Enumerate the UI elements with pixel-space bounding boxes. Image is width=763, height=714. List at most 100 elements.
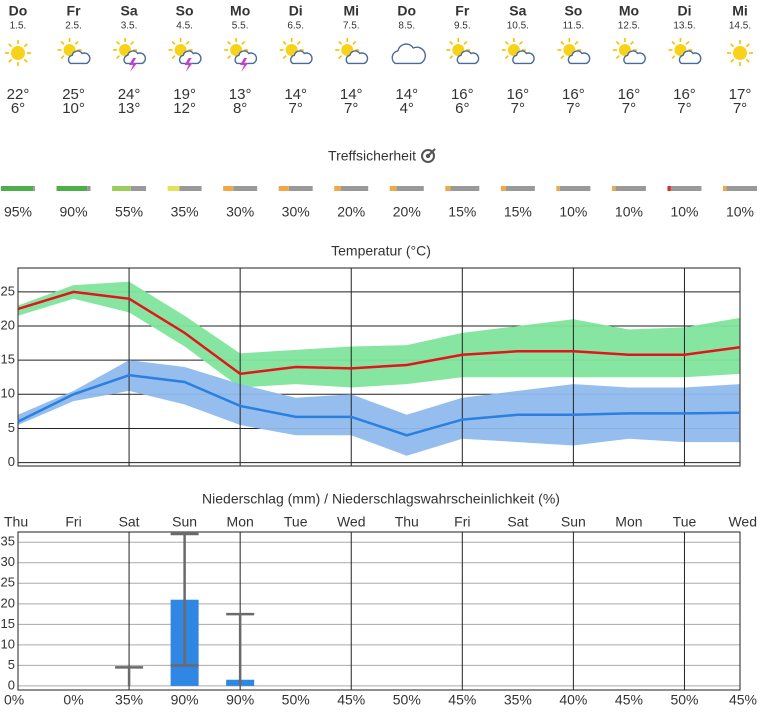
day-name: Mo	[230, 3, 250, 19]
plot-border	[17, 531, 741, 691]
low-temp: 7°	[511, 100, 525, 117]
probability-label: 45%	[448, 692, 476, 708]
cloud	[67, 50, 91, 65]
probability-label: 50%	[670, 692, 698, 708]
accuracy-rest	[396, 186, 424, 191]
accuracy-rest	[130, 186, 147, 191]
day-date: 7.5.	[343, 21, 360, 32]
y-tick-label: 10	[1, 386, 15, 401]
day-name: So	[176, 3, 194, 19]
low-temp: 7°	[344, 100, 358, 117]
low-temp: 6°	[11, 100, 25, 117]
y-tick-label: 5	[8, 657, 15, 672]
probability-label: 40%	[559, 692, 587, 708]
x-tick-label: Sat	[119, 514, 140, 530]
y-tick-label: 15	[1, 352, 15, 367]
accuracy-rest	[341, 186, 369, 191]
x-tick-label: Thu	[395, 514, 419, 530]
sun-ray	[560, 40, 565, 45]
cloud	[391, 43, 427, 65]
accuracy-bar	[611, 186, 616, 191]
accuracy-bar	[278, 186, 289, 191]
day-name: Mo	[619, 3, 639, 19]
sun-ray	[227, 40, 232, 45]
accuracy-rest	[33, 186, 35, 191]
accuracy-bar	[56, 186, 88, 191]
low-temp: 8°	[233, 100, 247, 117]
accuracy-bar	[723, 186, 727, 191]
day-date: 9.5.	[454, 21, 471, 32]
x-tick-label: Sun	[561, 514, 586, 530]
accuracy-label: 55%	[115, 204, 143, 220]
probability-label: 45%	[615, 692, 643, 708]
cloud	[345, 50, 369, 65]
x-tick-label: Mon	[227, 514, 254, 530]
x-tick-label: Sun	[172, 514, 197, 530]
probability-label: 50%	[393, 692, 421, 708]
accuracy-rest	[670, 186, 702, 191]
low-temp: 10°	[62, 100, 85, 117]
sun-ray	[504, 40, 509, 45]
accuracy-rest	[726, 186, 757, 191]
high-temp: 16°	[562, 86, 585, 103]
weather-icon	[113, 38, 147, 72]
sun-ray	[130, 40, 135, 45]
accuracy-rest	[505, 186, 535, 191]
sun-ray	[338, 55, 343, 60]
day-date: 14.5.	[729, 21, 751, 32]
weather-icon	[557, 38, 591, 65]
cloud	[123, 50, 147, 65]
sun-ray	[282, 40, 287, 45]
day-date: 2.5.	[65, 21, 82, 32]
sun-ray	[171, 55, 176, 60]
error-bar	[226, 612, 255, 686]
x-tick-label: Tue	[284, 514, 308, 530]
high-temp: 16°	[618, 86, 641, 103]
sun-ray	[60, 40, 65, 45]
error-bar	[115, 666, 144, 686]
accuracy-bar	[389, 186, 397, 191]
accuracy-rest	[559, 186, 591, 191]
day-name: So	[564, 3, 582, 19]
lightning	[129, 58, 138, 72]
accuracy-bar	[445, 186, 451, 191]
accuracy-label: 90%	[60, 204, 88, 220]
y-tick-label: 20	[1, 595, 15, 610]
accuracy-rest	[233, 186, 258, 191]
day-name: Sa	[121, 3, 138, 19]
x-tick-label: Sat	[507, 514, 528, 530]
sun-ray	[116, 40, 120, 45]
high-temp: 13°	[229, 86, 252, 103]
day-date: 5.5.	[232, 21, 249, 32]
sun-disc	[733, 46, 747, 60]
range-band	[18, 360, 740, 456]
accuracy-icon	[421, 148, 436, 163]
accuracy-rest	[615, 186, 646, 191]
sun-ray	[745, 43, 750, 48]
accuracy-bar	[667, 186, 671, 191]
day-date: 10.5.	[507, 21, 529, 32]
low-temp: 7°	[622, 100, 636, 117]
error-bar	[170, 532, 199, 667]
probability-label: 45%	[337, 692, 365, 708]
sun-ray	[730, 58, 735, 63]
high-temp: 16°	[673, 86, 696, 103]
x-tick-label: Fri	[65, 514, 81, 530]
sun-ray	[352, 40, 357, 45]
day-name: Di	[677, 3, 691, 19]
weather-icon	[279, 38, 313, 65]
sun-ray	[338, 40, 343, 45]
sun-ray	[615, 55, 620, 60]
accuracy-bar	[1, 186, 34, 191]
day-date: 1.5.	[10, 21, 27, 32]
probability-label: 90%	[226, 692, 254, 708]
cloud	[178, 50, 202, 65]
low-temp: 13°	[118, 100, 141, 117]
x-tick-label: Thu	[4, 514, 28, 530]
high-temp: 25°	[62, 86, 85, 103]
high-temp: 22°	[7, 86, 30, 103]
weather-icon	[5, 40, 31, 66]
temp-line	[17, 290, 741, 376]
lightning	[240, 58, 249, 72]
